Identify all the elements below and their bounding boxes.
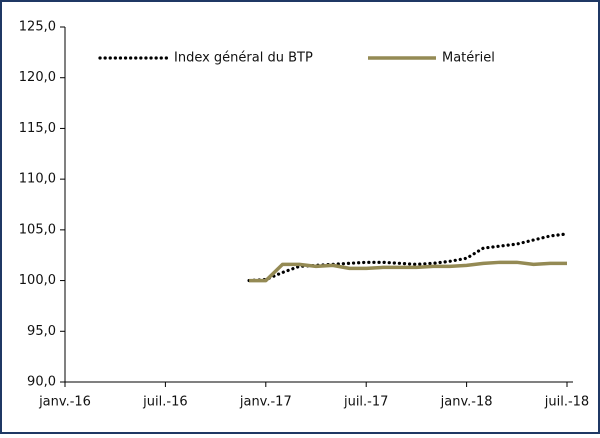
- x-tick-label: janv.-17: [239, 395, 292, 410]
- x-tick-label: juil.-16: [142, 395, 187, 410]
- y-tick-label: 95,0: [27, 324, 56, 339]
- y-tick-label: 125,0: [19, 20, 56, 35]
- y-tick-label: 120,0: [19, 70, 56, 85]
- x-tick-label: juil.-18: [544, 395, 589, 410]
- y-tick-label: 110,0: [19, 172, 56, 187]
- legend-label: Matériel: [442, 51, 495, 66]
- y-tick-label: 90,0: [27, 375, 56, 390]
- x-tick-label: janv.-18: [440, 395, 493, 410]
- legend-label: Index général du BTP: [174, 51, 313, 66]
- series-line: [249, 260, 567, 283]
- x-tick-label: juil.-17: [343, 395, 388, 410]
- y-tick-label: 100,0: [19, 273, 56, 288]
- y-tick-label: 105,0: [19, 222, 56, 237]
- y-tick-label: 115,0: [19, 121, 56, 136]
- x-tick-label: janv.-16: [38, 395, 91, 410]
